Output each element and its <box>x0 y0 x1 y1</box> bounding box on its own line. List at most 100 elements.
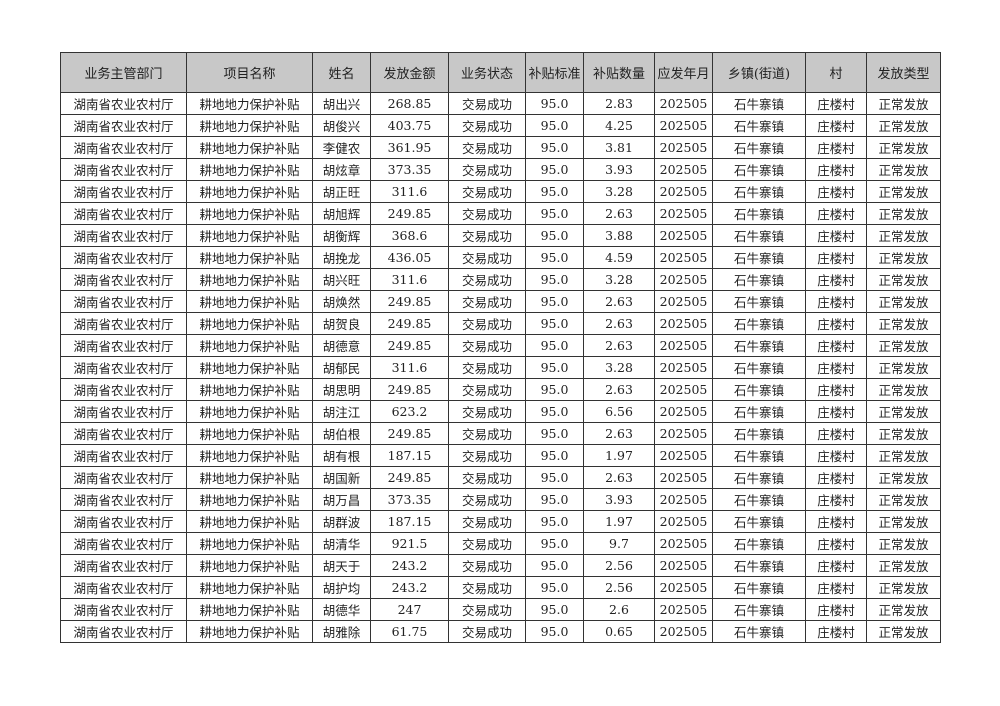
cell-type: 正常发放 <box>866 224 941 247</box>
cell-department: 湖南省农业农村厅 <box>60 576 187 599</box>
header-status: 业务状态 <box>448 52 526 93</box>
cell-name: 胡德意 <box>312 334 371 357</box>
cell-village: 庄楼村 <box>805 400 867 423</box>
cell-amount: 249.85 <box>370 312 449 335</box>
cell-type: 正常发放 <box>866 202 941 225</box>
cell-type: 正常发放 <box>866 356 941 379</box>
cell-status: 交易成功 <box>448 356 526 379</box>
table-row: 湖南省农业农村厅 耕地地力保护补贴 胡出兴 268.85 交易成功 95.0 2.83 202… <box>60 92 941 115</box>
cell-department: 湖南省农业农村厅 <box>60 510 187 533</box>
subsidy-table: 业务主管部门 项目名称 姓名 发放金额 业务状态 补贴标准 补贴数量 应发年月 乡镇(街道) 村发… <box>60 52 941 643</box>
cell-village: 庄楼村 <box>805 488 867 511</box>
cell-department: 湖南省农业农村厅 <box>60 400 187 423</box>
cell-department: 湖南省农业农村厅 <box>60 290 187 313</box>
cell-month: 202505 <box>654 554 713 577</box>
cell-standard: 95.0 <box>525 224 584 247</box>
cell-village: 庄楼村 <box>805 246 867 269</box>
cell-department: 湖南省农业农村厅 <box>60 532 187 555</box>
cell-name: 胡出兴 <box>312 92 371 115</box>
cell-name: 胡有根 <box>312 444 371 467</box>
header-project: 项目名称 <box>186 52 313 93</box>
cell-project: 耕地地力保护补贴 <box>186 246 313 269</box>
cell-town: 石牛寨镇 <box>712 334 806 357</box>
cell-type: 正常发放 <box>866 180 941 203</box>
cell-town: 石牛寨镇 <box>712 466 806 489</box>
cell-month: 202505 <box>654 136 713 159</box>
cell-town: 石牛寨镇 <box>712 598 806 621</box>
cell-standard: 95.0 <box>525 444 584 467</box>
cell-project: 耕地地力保护补贴 <box>186 180 313 203</box>
cell-amount: 243.2 <box>370 554 449 577</box>
cell-type: 正常发放 <box>866 312 941 335</box>
cell-quantity: 2.83 <box>583 92 655 115</box>
cell-status: 交易成功 <box>448 114 526 137</box>
cell-status: 交易成功 <box>448 510 526 533</box>
cell-quantity: 9.7 <box>583 532 655 555</box>
cell-quantity: 3.81 <box>583 136 655 159</box>
cell-town: 石牛寨镇 <box>712 136 806 159</box>
table-row: 湖南省农业农村厅 耕地地力保护补贴 胡焕然 249.85 交易成功 95.0 2.63 202… <box>60 290 941 313</box>
cell-quantity: 1.97 <box>583 510 655 533</box>
cell-standard: 95.0 <box>525 290 584 313</box>
cell-village: 庄楼村 <box>805 92 867 115</box>
cell-month: 202505 <box>654 202 713 225</box>
cell-department: 湖南省农业农村厅 <box>60 488 187 511</box>
table-row: 湖南省农业农村厅 耕地地力保护补贴 李健农 361.95 交易成功 95.0 3.81 202… <box>60 136 941 159</box>
cell-month: 202505 <box>654 224 713 247</box>
cell-status: 交易成功 <box>448 488 526 511</box>
cell-month: 202505 <box>654 158 713 181</box>
cell-month: 202505 <box>654 356 713 379</box>
table-row: 湖南省农业农村厅 耕地地力保护补贴 胡郁民 311.6 交易成功 95.0 3.28 2025… <box>60 356 941 379</box>
cell-type: 正常发放 <box>866 158 941 181</box>
cell-village: 庄楼村 <box>805 180 867 203</box>
cell-name: 胡天于 <box>312 554 371 577</box>
cell-project: 耕地地力保护补贴 <box>186 158 313 181</box>
cell-name: 胡思明 <box>312 378 371 401</box>
cell-status: 交易成功 <box>448 466 526 489</box>
cell-department: 湖南省农业农村厅 <box>60 114 187 137</box>
cell-town: 石牛寨镇 <box>712 378 806 401</box>
cell-name: 胡俊兴 <box>312 114 371 137</box>
cell-village: 庄楼村 <box>805 554 867 577</box>
cell-town: 石牛寨镇 <box>712 554 806 577</box>
cell-quantity: 6.56 <box>583 400 655 423</box>
cell-town: 石牛寨镇 <box>712 268 806 291</box>
cell-status: 交易成功 <box>448 444 526 467</box>
cell-standard: 95.0 <box>525 180 584 203</box>
cell-status: 交易成功 <box>448 400 526 423</box>
cell-quantity: 2.6 <box>583 598 655 621</box>
cell-name: 胡衡辉 <box>312 224 371 247</box>
cell-amount: 368.6 <box>370 224 449 247</box>
cell-project: 耕地地力保护补贴 <box>186 224 313 247</box>
cell-quantity: 2.63 <box>583 290 655 313</box>
cell-type: 正常发放 <box>866 422 941 445</box>
table-row: 湖南省农业农村厅 耕地地力保护补贴 胡护均 243.2 交易成功 95.0 2.56 2025… <box>60 576 941 599</box>
cell-project: 耕地地力保护补贴 <box>186 334 313 357</box>
cell-month: 202505 <box>654 246 713 269</box>
cell-standard: 95.0 <box>525 554 584 577</box>
cell-department: 湖南省农业农村厅 <box>60 136 187 159</box>
cell-type: 正常发放 <box>866 92 941 115</box>
cell-quantity: 3.28 <box>583 180 655 203</box>
cell-month: 202505 <box>654 334 713 357</box>
cell-amount: 268.85 <box>370 92 449 115</box>
cell-town: 石牛寨镇 <box>712 444 806 467</box>
cell-amount: 247 <box>370 598 449 621</box>
cell-village: 庄楼村 <box>805 224 867 247</box>
table-row: 湖南省农业农村厅 耕地地力保护补贴 胡正旺 311.6 交易成功 95.0 3.28 2025… <box>60 180 941 203</box>
table-row: 湖南省农业农村厅 耕地地力保护补贴 胡天于 243.2 交易成功 95.0 2.56 2025… <box>60 554 941 577</box>
cell-project: 耕地地力保护补贴 <box>186 554 313 577</box>
cell-month: 202505 <box>654 488 713 511</box>
cell-type: 正常发放 <box>866 114 941 137</box>
cell-status: 交易成功 <box>448 136 526 159</box>
cell-department: 湖南省农业农村厅 <box>60 598 187 621</box>
cell-town: 石牛寨镇 <box>712 158 806 181</box>
cell-type: 正常发放 <box>866 246 941 269</box>
cell-quantity: 2.56 <box>583 576 655 599</box>
cell-standard: 95.0 <box>525 400 584 423</box>
cell-status: 交易成功 <box>448 246 526 269</box>
cell-department: 湖南省农业农村厅 <box>60 444 187 467</box>
cell-project: 耕地地力保护补贴 <box>186 92 313 115</box>
cell-department: 湖南省农业农村厅 <box>60 334 187 357</box>
cell-village: 庄楼村 <box>805 158 867 181</box>
